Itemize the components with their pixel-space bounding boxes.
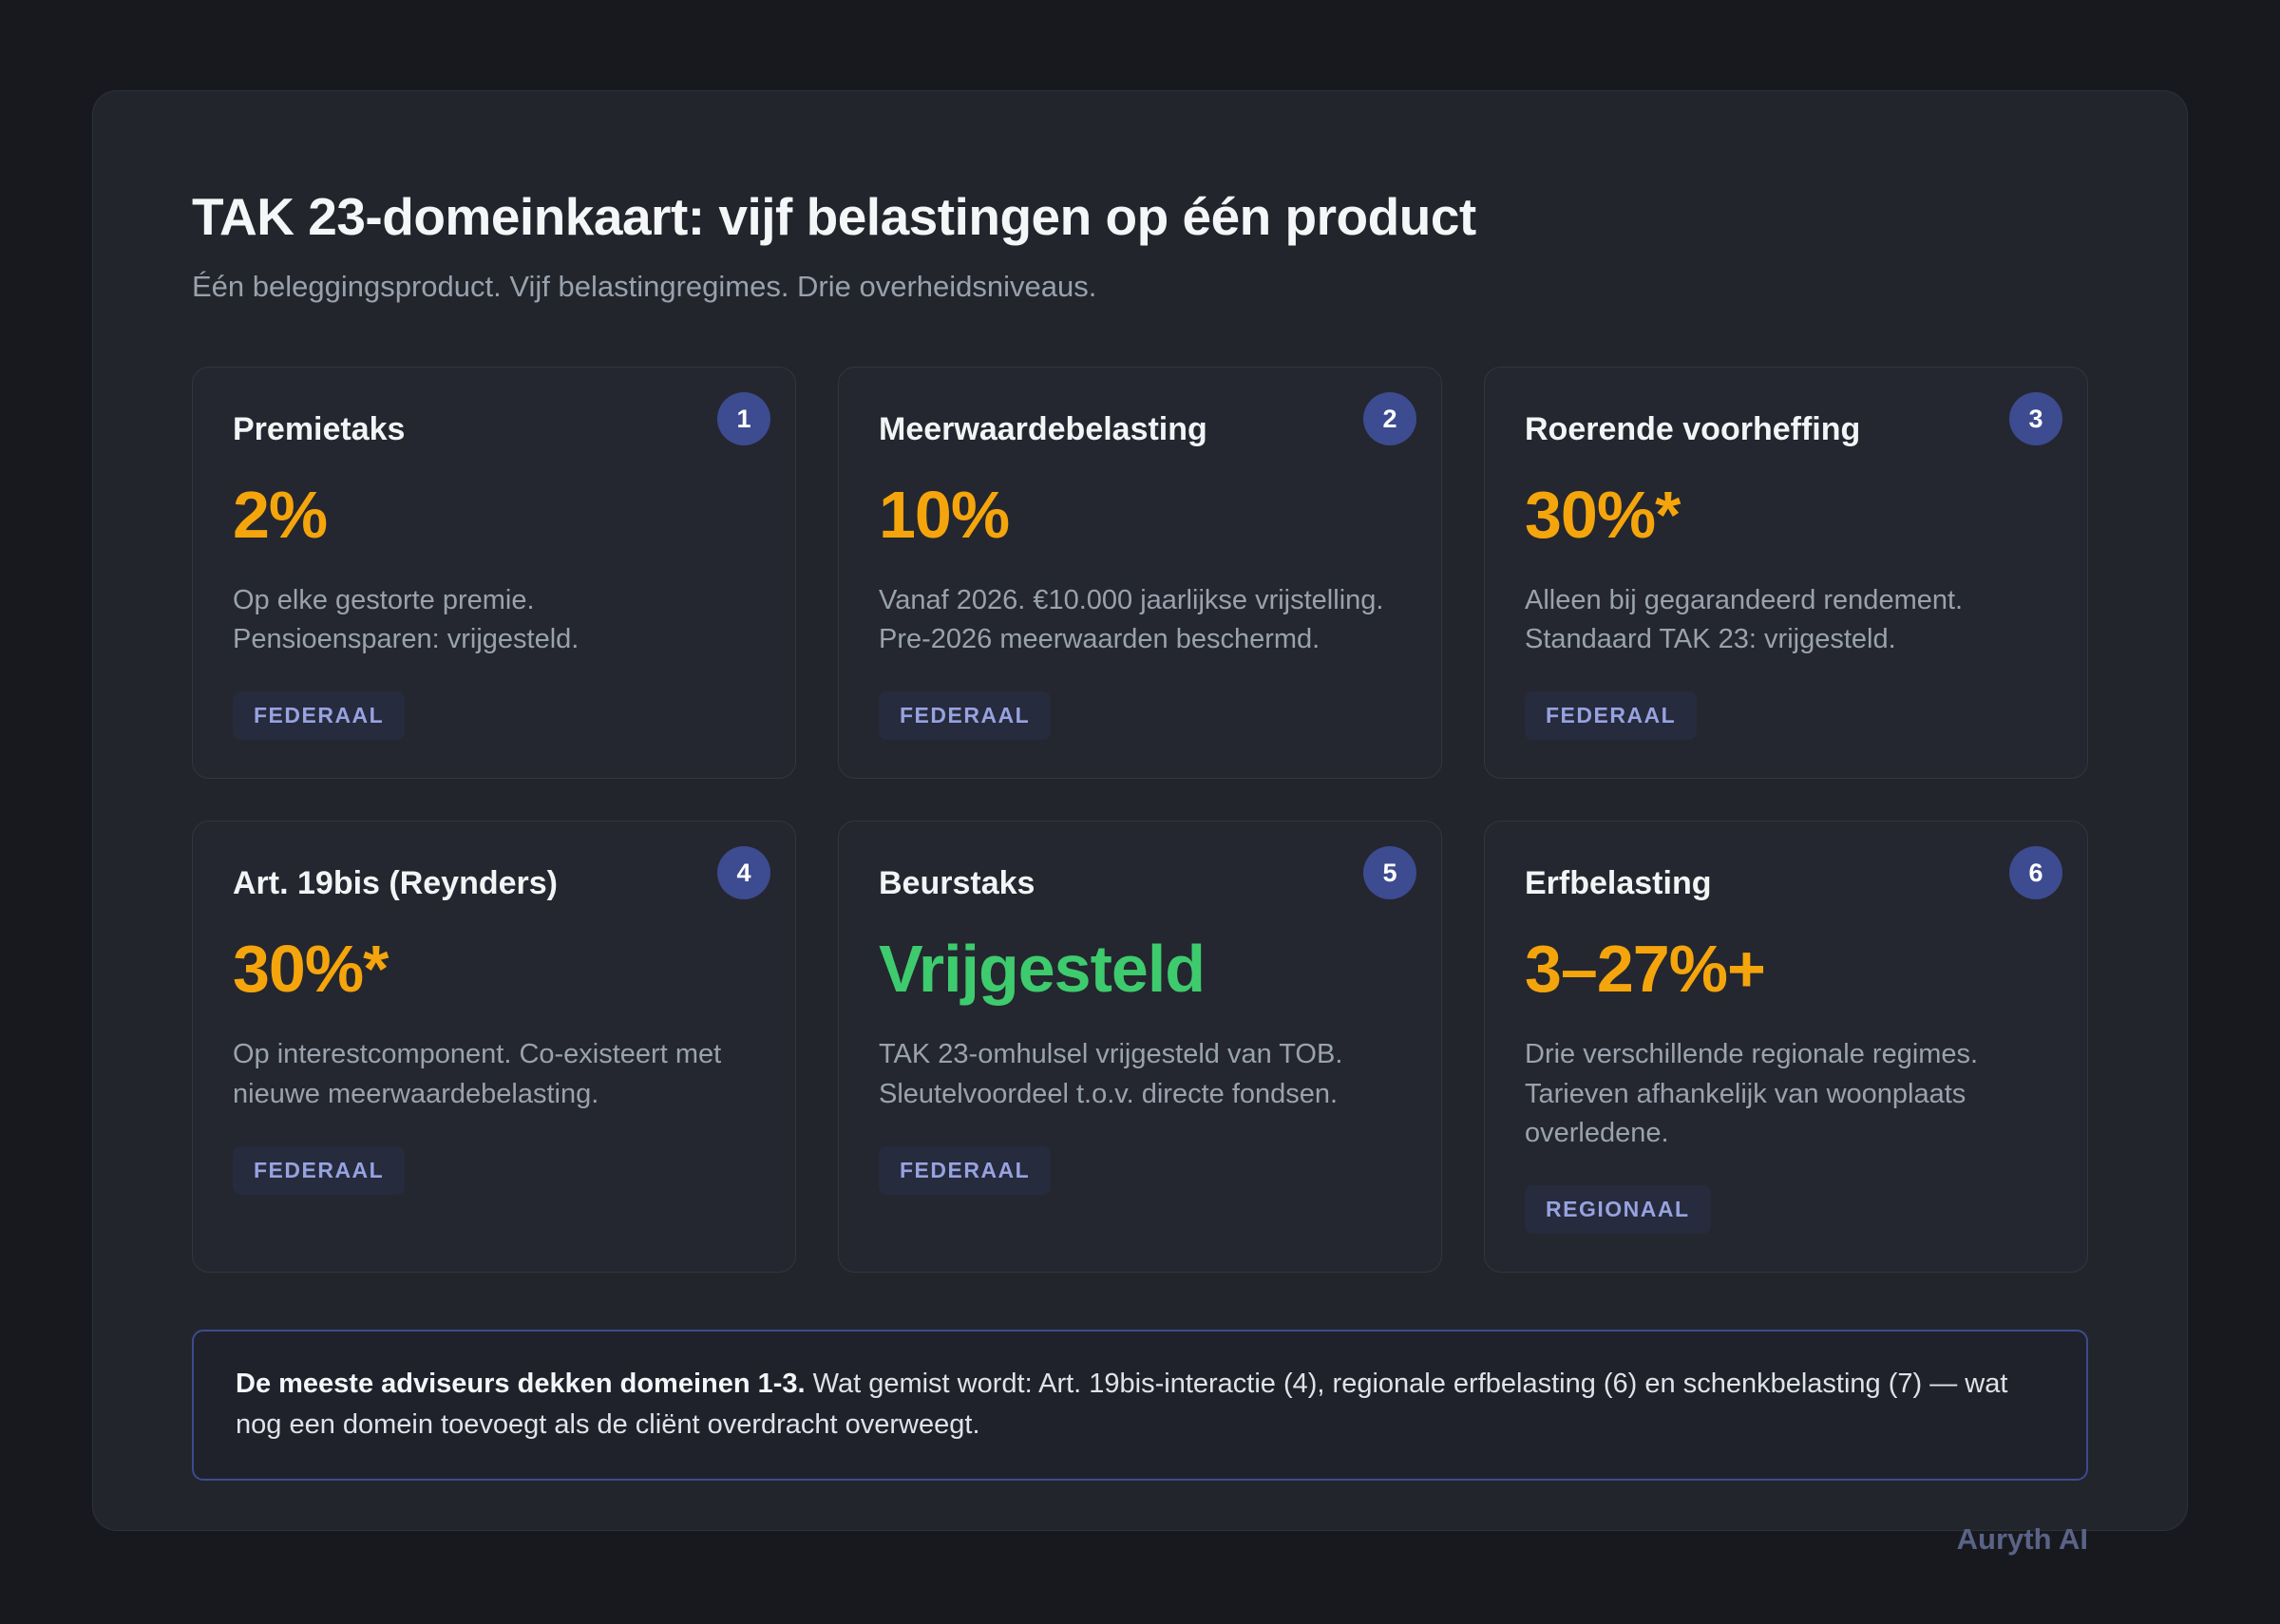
card-title: Erfbelasting — [1525, 865, 1712, 902]
card-number-badge: 6 — [2009, 846, 2062, 900]
card-art-19bis: 4 Art. 19bis (Reynders) 30%* Op interest… — [192, 821, 796, 1273]
card-value: 30%* — [233, 932, 389, 1007]
page-title: TAK 23-domeinkaart: vijf belastingen op … — [192, 187, 1476, 246]
card-number-badge: 5 — [1363, 846, 1416, 900]
card-value: 30%* — [1525, 478, 1681, 552]
card-number-badge: 4 — [717, 846, 770, 900]
domain-map-panel: TAK 23-domeinkaart: vijf belastingen op … — [92, 90, 2188, 1556]
card-title: Meerwaardebelasting — [879, 411, 1207, 447]
card-description: Op interestcomponent. Co-existeert met n… — [233, 1039, 722, 1109]
page-subtitle: Één beleggingsproduct. Vijf belastingreg… — [192, 270, 1097, 303]
note-body: Wat gemist wordt: Art. 19bis-interactie … — [236, 1368, 2008, 1441]
card-description: Vanaf 2026. €10.000 jaarlijkse vrijstell… — [879, 585, 1384, 655]
card-meerwaardebelasting: 2 Meerwaardebelasting 10% Vanaf 2026. €1… — [838, 367, 1442, 780]
level-badge: REGIONAAL — [1525, 1184, 1711, 1234]
card-erfbelasting: 6 Erfbelasting 3–27%+ Drie verschillende… — [1484, 821, 2088, 1273]
card-value: 3–27%+ — [1525, 932, 1766, 1007]
card-premietaks: 1 Premietaks 2% Op elke gestorte premie.… — [192, 367, 796, 780]
card-value: Vrijgesteld — [879, 932, 1206, 1007]
card-description: Op elke gestorte premie. Pensioensparen:… — [233, 585, 580, 655]
card-title: Premietaks — [233, 411, 406, 447]
card-value: 10% — [879, 478, 1010, 552]
note-lead: De meeste adviseurs dekken domeinen 1-3. — [236, 1368, 806, 1399]
card-roerende-voorheffing: 3 Roerende voorheffing 30%* Alleen bij g… — [1484, 367, 2088, 780]
level-badge: FEDERAAL — [879, 691, 1052, 741]
level-badge: FEDERAAL — [879, 1145, 1052, 1195]
card-number-badge: 3 — [2009, 392, 2062, 445]
tax-card-grid: 1 Premietaks 2% Op elke gestorte premie.… — [192, 367, 2088, 1273]
card-description: Drie verschillende regionale regimes. Ta… — [1525, 1039, 1979, 1148]
card-description: TAK 23-omhulsel vrijgesteld van TOB. Sle… — [879, 1039, 1343, 1109]
card-number-badge: 1 — [717, 392, 770, 445]
card-title: Beurstaks — [879, 865, 1036, 902]
brand-footer: Auryth AI — [1956, 1521, 2088, 1556]
card-title: Art. 19bis (Reynders) — [233, 865, 558, 902]
card-description: Alleen bij gegarandeerd rendement. Stand… — [1525, 585, 1964, 655]
card-beurstaks: 5 Beurstaks Vrijgesteld TAK 23-omhulsel … — [838, 821, 1442, 1273]
level-badge: FEDERAAL — [1525, 691, 1698, 741]
card-title: Roerende voorheffing — [1525, 411, 1861, 447]
level-badge: FEDERAAL — [233, 1145, 406, 1195]
advisor-note: De meeste adviseurs dekken domeinen 1-3.… — [192, 1329, 2088, 1481]
card-number-badge: 2 — [1363, 392, 1416, 445]
card-value: 2% — [233, 478, 328, 552]
level-badge: FEDERAAL — [233, 691, 406, 741]
